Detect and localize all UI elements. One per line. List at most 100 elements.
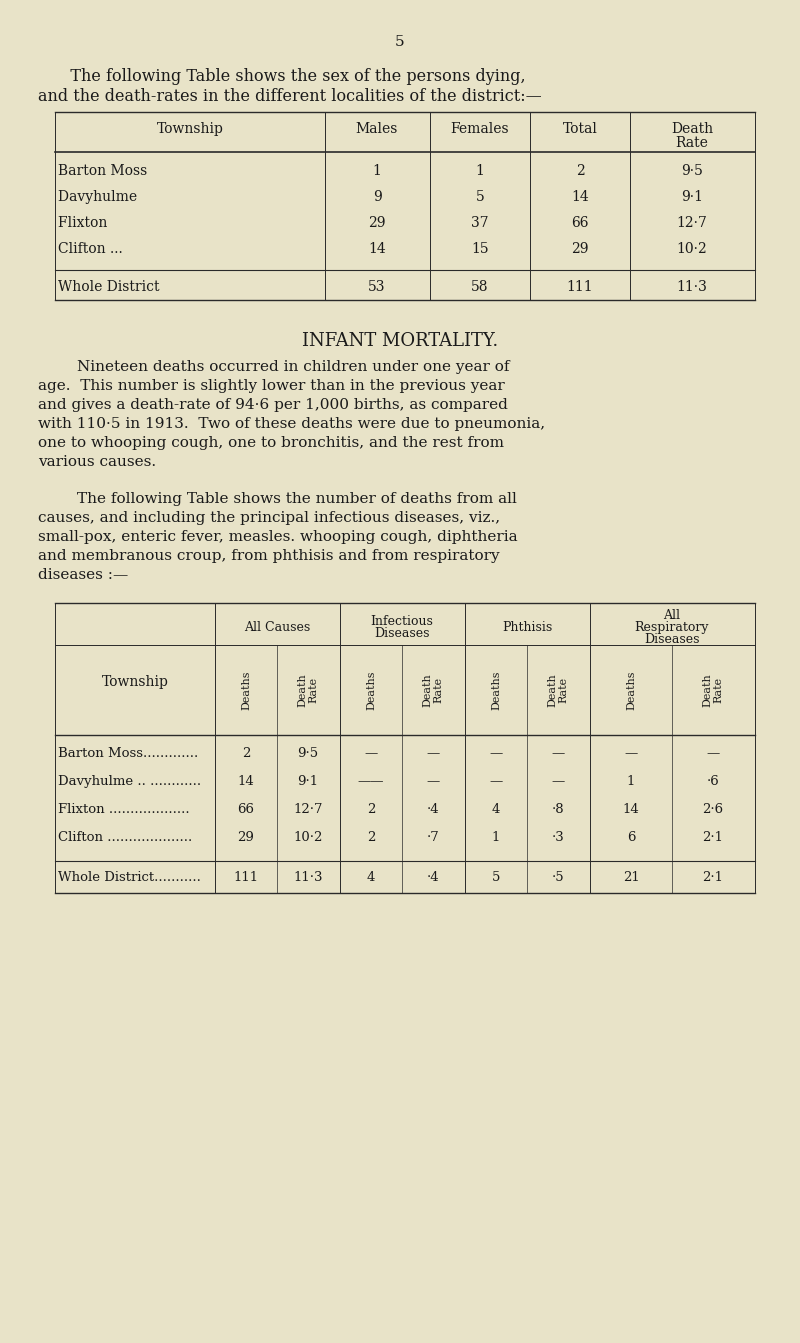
Text: 1: 1: [373, 164, 382, 179]
Text: 53: 53: [368, 279, 386, 294]
Text: Diseases: Diseases: [644, 633, 700, 646]
Text: Deaths: Deaths: [366, 670, 376, 709]
Text: Males: Males: [356, 122, 398, 136]
Text: 111: 111: [234, 872, 258, 884]
Text: Death
Rate: Death Rate: [702, 673, 724, 706]
Text: 37: 37: [471, 216, 489, 230]
Text: age.  This number is slightly lower than in the previous year: age. This number is slightly lower than …: [38, 379, 505, 393]
Text: 14: 14: [622, 803, 639, 817]
Text: 11·3: 11·3: [294, 872, 322, 884]
Text: 2·1: 2·1: [702, 872, 723, 884]
Text: 5: 5: [476, 189, 484, 204]
Text: 9·5: 9·5: [681, 164, 703, 179]
Text: 2·1: 2·1: [702, 831, 723, 843]
Text: 2·6: 2·6: [702, 803, 723, 817]
Text: 2: 2: [367, 831, 375, 843]
Text: Death: Death: [671, 122, 713, 136]
Text: one to whooping cough, one to bronchitis, and the rest from: one to whooping cough, one to bronchitis…: [38, 436, 504, 450]
Text: 29: 29: [368, 216, 386, 230]
Text: 9·1: 9·1: [298, 775, 318, 788]
Text: 29: 29: [238, 831, 254, 843]
Text: Total: Total: [562, 122, 598, 136]
Text: 15: 15: [471, 242, 489, 257]
Text: Deaths: Deaths: [491, 670, 501, 709]
Text: Deaths: Deaths: [626, 670, 636, 709]
Text: Diseases: Diseases: [374, 627, 430, 641]
Text: ·4: ·4: [426, 803, 439, 817]
Text: Barton Moss.............: Barton Moss.............: [58, 747, 198, 760]
Text: 29: 29: [571, 242, 589, 257]
Text: 1: 1: [492, 831, 500, 843]
Text: Davyhulme: Davyhulme: [58, 189, 251, 204]
Text: Females: Females: [450, 122, 510, 136]
Text: 2: 2: [242, 747, 250, 760]
Text: 4: 4: [492, 803, 500, 817]
Text: Death
Rate: Death Rate: [298, 673, 318, 706]
Text: Phthisis: Phthisis: [502, 620, 552, 634]
Text: Death
Rate: Death Rate: [422, 673, 444, 706]
Text: 10·2: 10·2: [677, 242, 707, 257]
Text: 66: 66: [571, 216, 589, 230]
Text: diseases :—: diseases :—: [38, 568, 128, 582]
Text: ·7: ·7: [426, 831, 439, 843]
Text: All Causes: All Causes: [244, 620, 310, 634]
Text: 5: 5: [395, 35, 405, 48]
Text: 12·7: 12·7: [294, 803, 322, 817]
Text: Whole District: Whole District: [58, 279, 230, 294]
Text: Clifton ...: Clifton ...: [58, 242, 254, 257]
Text: 14: 14: [238, 775, 254, 788]
Text: ·3: ·3: [552, 831, 564, 843]
Text: Nineteen deaths occurred in children under one year of: Nineteen deaths occurred in children und…: [38, 360, 510, 373]
Text: 10·2: 10·2: [294, 831, 322, 843]
Text: 2: 2: [367, 803, 375, 817]
Text: and the death-rates in the different localities of the district:—: and the death-rates in the different loc…: [38, 89, 542, 105]
Text: ——: ——: [358, 775, 384, 788]
Text: and gives a death-rate of 94·6 per 1,000 births, as compared: and gives a death-rate of 94·6 per 1,000…: [38, 398, 508, 412]
Text: 66: 66: [238, 803, 254, 817]
Text: Rate: Rate: [675, 136, 709, 150]
Text: 14: 14: [368, 242, 386, 257]
Text: causes, and including the principal infectious diseases, viz.,: causes, and including the principal infe…: [38, 510, 500, 525]
Text: Whole District...........: Whole District...........: [58, 872, 201, 884]
Text: —: —: [426, 775, 440, 788]
Text: 21: 21: [622, 872, 639, 884]
Text: —: —: [490, 775, 502, 788]
Text: 9·5: 9·5: [298, 747, 318, 760]
Text: Infectious: Infectious: [370, 615, 434, 629]
Text: ·8: ·8: [552, 803, 564, 817]
Text: small-pox, enteric fever, measles. whooping cough, diphtheria: small-pox, enteric fever, measles. whoop…: [38, 530, 518, 544]
Text: ·5: ·5: [552, 872, 564, 884]
Text: 1: 1: [475, 164, 485, 179]
Text: Deaths: Deaths: [241, 670, 251, 709]
Text: All: All: [663, 608, 681, 622]
Text: 14: 14: [571, 189, 589, 204]
Text: —: —: [551, 747, 565, 760]
Text: 11·3: 11·3: [677, 279, 707, 294]
Text: ·6: ·6: [706, 775, 719, 788]
Text: 4: 4: [367, 872, 375, 884]
Text: Death
Rate: Death Rate: [547, 673, 569, 706]
Text: Township: Township: [102, 676, 169, 689]
Text: The following Table shows the sex of the persons dying,: The following Table shows the sex of the…: [55, 68, 526, 85]
Text: INFANT MORTALITY.: INFANT MORTALITY.: [302, 332, 498, 351]
Text: Clifton ....................: Clifton ....................: [58, 831, 192, 843]
Text: various causes.: various causes.: [38, 455, 156, 469]
Text: 9·1: 9·1: [681, 189, 703, 204]
Text: The following Table shows the number of deaths from all: The following Table shows the number of …: [38, 492, 517, 506]
Text: 1: 1: [627, 775, 635, 788]
Text: —: —: [706, 747, 720, 760]
Text: 2: 2: [576, 164, 584, 179]
Text: 111: 111: [566, 279, 594, 294]
Text: and membranous croup, from phthisis and from respiratory: and membranous croup, from phthisis and …: [38, 549, 500, 563]
Text: 12·7: 12·7: [677, 216, 707, 230]
Text: —: —: [490, 747, 502, 760]
Text: 6: 6: [626, 831, 635, 843]
Text: Township: Township: [157, 122, 223, 136]
Text: 5: 5: [492, 872, 500, 884]
Text: —: —: [551, 775, 565, 788]
Text: —: —: [426, 747, 440, 760]
Text: 58: 58: [471, 279, 489, 294]
Text: Barton Moss: Barton Moss: [58, 164, 261, 179]
Text: 9: 9: [373, 189, 382, 204]
Text: —: —: [364, 747, 378, 760]
